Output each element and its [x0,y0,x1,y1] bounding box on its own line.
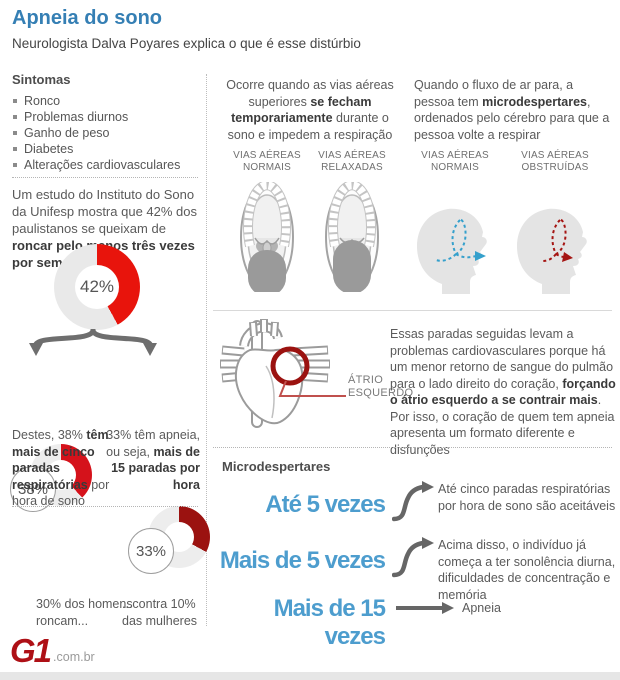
donut-label: 38% [10,466,56,512]
list-item: Diabetes [12,141,198,157]
divider [213,310,612,311]
airway-label-3: VIAS AÉREAS NORMAIS [410,150,500,174]
bottom-strip [0,672,620,680]
mouth-open-normal-icon [240,182,294,292]
label-line: OBSTRUÍDAS [521,162,589,173]
paragraph-text: Ocorre quando as vias aéreas superiores [226,78,394,109]
page-title: Apneia do sono [12,7,162,29]
column-divider [206,74,207,626]
label-line: NORMAIS [242,162,292,173]
symptoms-heading: Sintomas [12,72,71,87]
label-line: VIAS AÉREAS [421,150,489,161]
list-item: Problemas diurnos [12,109,198,125]
branch-arrows-icon [29,329,157,356]
mouth-open-relaxed-icon [325,182,379,292]
label-line: NORMAIS [430,162,480,173]
micro-row-1-label: Até 5 vezes [265,491,386,518]
micro-row-3-label: Mais de 15 vezes [273,595,386,650]
micro-row-2-desc: Acima disso, o indivíduo já começa a ter… [438,538,616,602]
donut-chart-38: 38% [10,444,92,512]
micro-row-1-desc: Até cinco paradas respiratórias por hora… [438,482,616,513]
paragraph-text: durante o sono e impedem a respiração [227,111,393,142]
curved-arrow-icon [392,481,434,522]
g1-logo[interactable]: G1 [10,632,52,669]
micro-row-3-desc: Apneia [462,601,501,615]
caption-text: por hora de sono [12,477,110,509]
footer-domain: .com.br [53,650,95,664]
paragraph-text: . Por isso, o coração de quem tem apneia… [390,393,615,457]
heart-diagram-icon [220,319,346,428]
symptoms-list: Ronco Problemas diurnos Ganho de peso Di… [12,93,198,173]
paragraph-text: , ordenados pelo cérebro para que a pess… [414,94,610,142]
label-line: VIAS AÉREAS [318,150,386,161]
paragraph-text-bold: forçando o átrio esquerdo a se contrair … [390,376,616,408]
caption-33: 33% têm apneia, ou seja, mais de 15 para… [106,427,200,493]
atrio-esquerdo-label: ÁTRIO ESQUERDO [348,374,413,400]
divider [12,506,198,507]
donut-label: 33% [128,528,174,574]
airway-label-2: VIAS AÉREAS RELAXADAS [307,150,397,174]
paragraph-text: Essas paradas seguidas levam a problemas… [390,327,614,391]
airflow-paragraph: Quando o fluxo de ar para, a pessoa tem … [414,77,616,143]
label-line: ESQUERDO [348,387,414,399]
donut-chart-33: 33% [128,506,210,574]
page-subtitle: Neurologista Dalva Poyares explica o que… [12,36,361,51]
label-line: ÁTRIO [348,374,384,386]
airway-label-1: VIAS AÉREAS NORMAIS [222,150,312,174]
micro-row-2-label: Mais de 5 vezes [219,547,386,574]
paragraph-text-bold: se fecham temporariamente [231,94,372,126]
study-text: Um estudo do Instituto do Sono da Unifes… [12,187,197,236]
caption-38: Destes, 38% têm mais de cinco paradas re… [12,427,112,510]
list-item: Alterações cardiovasculares [12,157,198,173]
caption-text: 33% têm apneia, ou seja, [106,428,200,459]
micro-heading: Microdespertares [222,459,331,474]
label-line: VIAS AÉREAS [521,150,589,161]
list-item: Ganho de peso [12,125,198,141]
donut-chart-42: 42% [54,244,140,330]
donut-label: 42% [75,265,119,309]
heart-paragraph: Essas paradas seguidas levam a problemas… [390,326,616,458]
occurs-paragraph: Ocorre quando as vias aéreas superiores … [218,77,402,143]
divider [213,447,612,448]
head-profile-obstructed-airflow-icon [517,208,587,294]
caption-text: Destes, 38% [12,428,87,442]
straight-arrow-icon [396,602,454,614]
caption-30: 30% dos homens roncam... [36,597,133,628]
airway-label-4: VIAS AÉREAS OBSTRUÍDAS [510,150,600,174]
list-item: Ronco [12,93,198,109]
curved-arrow-icon [392,537,434,578]
divider [12,177,198,178]
paragraph-text-bold: microdespertares [482,94,588,109]
head-profile-normal-airflow-icon [417,208,487,294]
footer: G1 .com.br [10,632,95,669]
caption-text-bold: mais de 15 paradas por hora [111,444,200,492]
caption-text-bold: têm mais de cinco paradas respiratórias [12,428,109,492]
paragraph-text: Quando o fluxo de ar para, a pessoa tem [414,78,574,109]
label-line: RELAXADAS [321,162,383,173]
label-line: VIAS AÉREAS [233,150,301,161]
caption-10: ...contra 10% das mulheres [122,597,198,628]
